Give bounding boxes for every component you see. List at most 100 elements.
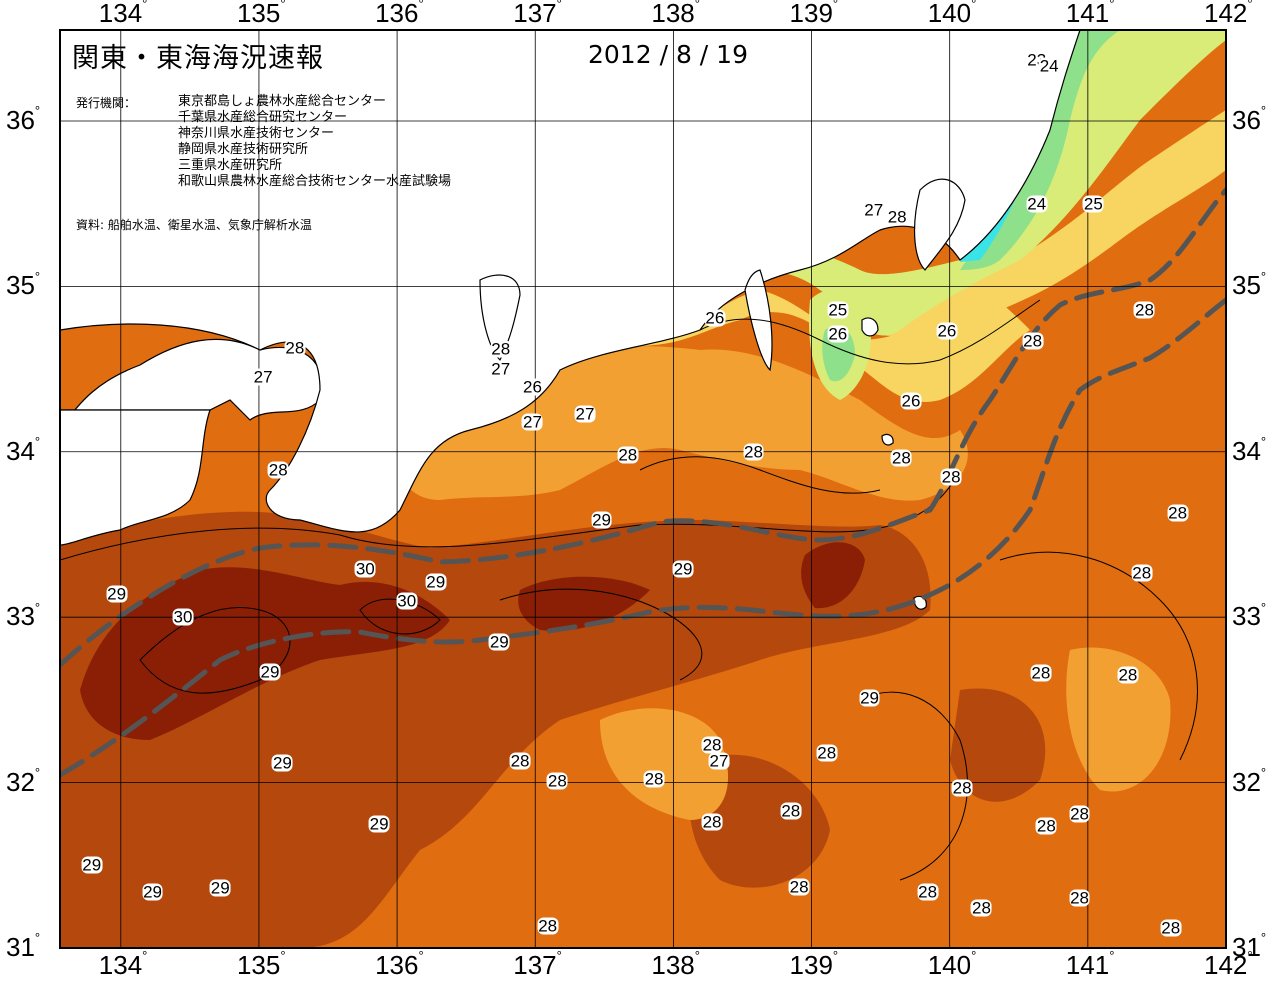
- land-kii-south: [60, 409, 211, 546]
- lon-tick-bottom-134: 134°: [99, 948, 148, 981]
- isotherm-label: 28: [1134, 300, 1155, 320]
- lon-tick-bottom-142: 142°: [1204, 948, 1253, 981]
- isotherm-label: 27: [708, 751, 730, 771]
- lon-tick-top-140: 140°: [928, 0, 977, 29]
- map-date: 2012 / 8 / 19: [588, 40, 748, 69]
- isotherm-label: 29: [142, 882, 164, 902]
- isotherm-label: 28: [816, 743, 838, 763]
- kuroshio-axis-south: [60, 297, 1226, 778]
- isotherm-label: 29: [209, 878, 231, 898]
- lon-tick-value: 139: [789, 0, 833, 28]
- isotherm-label: 27: [863, 200, 885, 220]
- degree-mark: °: [1247, 0, 1253, 12]
- lon-tick-value: 139: [789, 950, 833, 980]
- isotherm-label: 29: [81, 855, 103, 875]
- isotherm-label: 28: [537, 916, 559, 936]
- lat-tick-right-32: 32°: [1232, 765, 1266, 798]
- isotherm-label: 27: [574, 404, 596, 424]
- lon-tick-top-141: 141°: [1066, 0, 1115, 29]
- degree-mark: °: [34, 434, 41, 450]
- lat-tick-right-36: 36°: [1232, 103, 1266, 136]
- lat-tick-right-35: 35°: [1232, 268, 1267, 301]
- lon-tick-value: 136: [375, 950, 419, 980]
- lon-tick-value: 142: [1204, 0, 1248, 28]
- isotherm-label: 28: [546, 771, 568, 791]
- isotherm-label: 29: [488, 632, 510, 652]
- lon-tick-bottom-137: 137°: [513, 948, 562, 981]
- zone-29plus-hachijo: [801, 542, 865, 609]
- lat-tick-value: 35: [6, 270, 35, 301]
- isotherm-label: 30: [354, 559, 376, 579]
- lat-tick-value: 36: [6, 104, 35, 135]
- lat-tick-value: 33: [1232, 601, 1261, 632]
- lon-tick-value: 140: [927, 950, 972, 980]
- isotherm-label: 24: [1038, 56, 1060, 76]
- lat-tick-value: 33: [6, 601, 35, 632]
- degree-mark: °: [34, 103, 41, 119]
- isotherm-label: 28: [971, 898, 992, 918]
- lat-tick-left-31: 31°: [6, 930, 40, 963]
- degree-mark: °: [832, 0, 839, 12]
- lon-tick-value: 141: [1065, 950, 1110, 980]
- lon-tick-top-142: 142°: [1204, 0, 1253, 29]
- lat-tick-value: 32: [1232, 766, 1261, 797]
- degree-mark: °: [1260, 268, 1267, 284]
- isotherm-label: 28: [267, 460, 289, 480]
- lon-tick-top-134: 134°: [99, 0, 148, 29]
- publisher-shizuoka: 静岡県水産技術研究所: [178, 142, 309, 157]
- isotherm-label: 28: [701, 812, 723, 832]
- publisher-chiba: 千葉県水産総合研究センター: [178, 110, 348, 125]
- lon-tick-value: 135: [236, 0, 281, 28]
- lon-tick-bottom-140: 140°: [927, 948, 977, 981]
- land-hachijo: [913, 595, 927, 610]
- isotherm-label: 28: [490, 339, 512, 359]
- isotherm-label: 28: [1022, 331, 1044, 351]
- isotherm-label: 28: [1167, 503, 1189, 523]
- lat-tick-value: 31: [6, 932, 35, 962]
- zone-29-patch-2: [950, 688, 1046, 802]
- isotherm-label: 28: [1069, 888, 1091, 908]
- degree-mark: °: [1260, 434, 1267, 450]
- degree-mark: °: [1109, 0, 1115, 12]
- isotherm-label: 28: [1131, 563, 1153, 583]
- isotherm-label: 27: [490, 359, 512, 379]
- isotherm-contours: [60, 299, 1198, 881]
- lat-tick-value: 31: [1232, 932, 1261, 962]
- zone-27-offshore: [1066, 647, 1171, 792]
- isotherm-label: 26: [827, 324, 849, 344]
- lat-tick-value: 35: [1232, 270, 1261, 301]
- lon-tick-bottom-136: 136°: [375, 948, 424, 981]
- isotherm-label: 27: [252, 367, 274, 387]
- isotherm-label: 29: [425, 572, 447, 592]
- lat-tick-left-34: 34°: [6, 434, 41, 467]
- isotherm-label: 28: [701, 735, 723, 755]
- degree-mark: °: [418, 0, 424, 12]
- isotherm-label: 28: [886, 207, 908, 227]
- lon-tick-value: 140: [927, 0, 972, 28]
- isotherm-label: 29: [368, 814, 390, 834]
- lon-tick-value: 134: [98, 0, 143, 28]
- publisher-wakayama: 和歌山県農林水産総合技術センター水産試験場: [178, 174, 452, 189]
- degree-mark: °: [556, 0, 562, 12]
- isotherm-label: 28: [780, 801, 802, 821]
- data-source-note: 資料: 船舶水温、衛星水温、気象庁解析水温: [76, 218, 312, 232]
- isotherm-label: 30: [172, 607, 194, 627]
- lon-tick-value: 141: [1065, 0, 1110, 28]
- lat-tick-right-31: 31°: [1232, 930, 1267, 963]
- zone-27-offshore-2: [600, 708, 729, 820]
- degree-mark: °: [832, 948, 839, 964]
- degree-mark: °: [694, 948, 700, 964]
- lat-tick-left-35: 35°: [6, 269, 40, 301]
- lon-tick-value: 142: [1204, 950, 1248, 980]
- isotherm-label: 28: [509, 751, 531, 771]
- lat-tick-value: 34: [1232, 435, 1261, 466]
- degree-mark: °: [280, 948, 286, 964]
- degree-mark: °: [556, 948, 562, 964]
- lat-tick-value: 36: [1232, 104, 1261, 135]
- degree-mark: °: [1260, 930, 1267, 946]
- lon-tick-value: 136: [375, 0, 419, 28]
- degree-mark: °: [694, 0, 700, 12]
- publisher-kanagawa: 神奈川県水産技術センター: [178, 126, 335, 141]
- land-miyake: [881, 433, 894, 446]
